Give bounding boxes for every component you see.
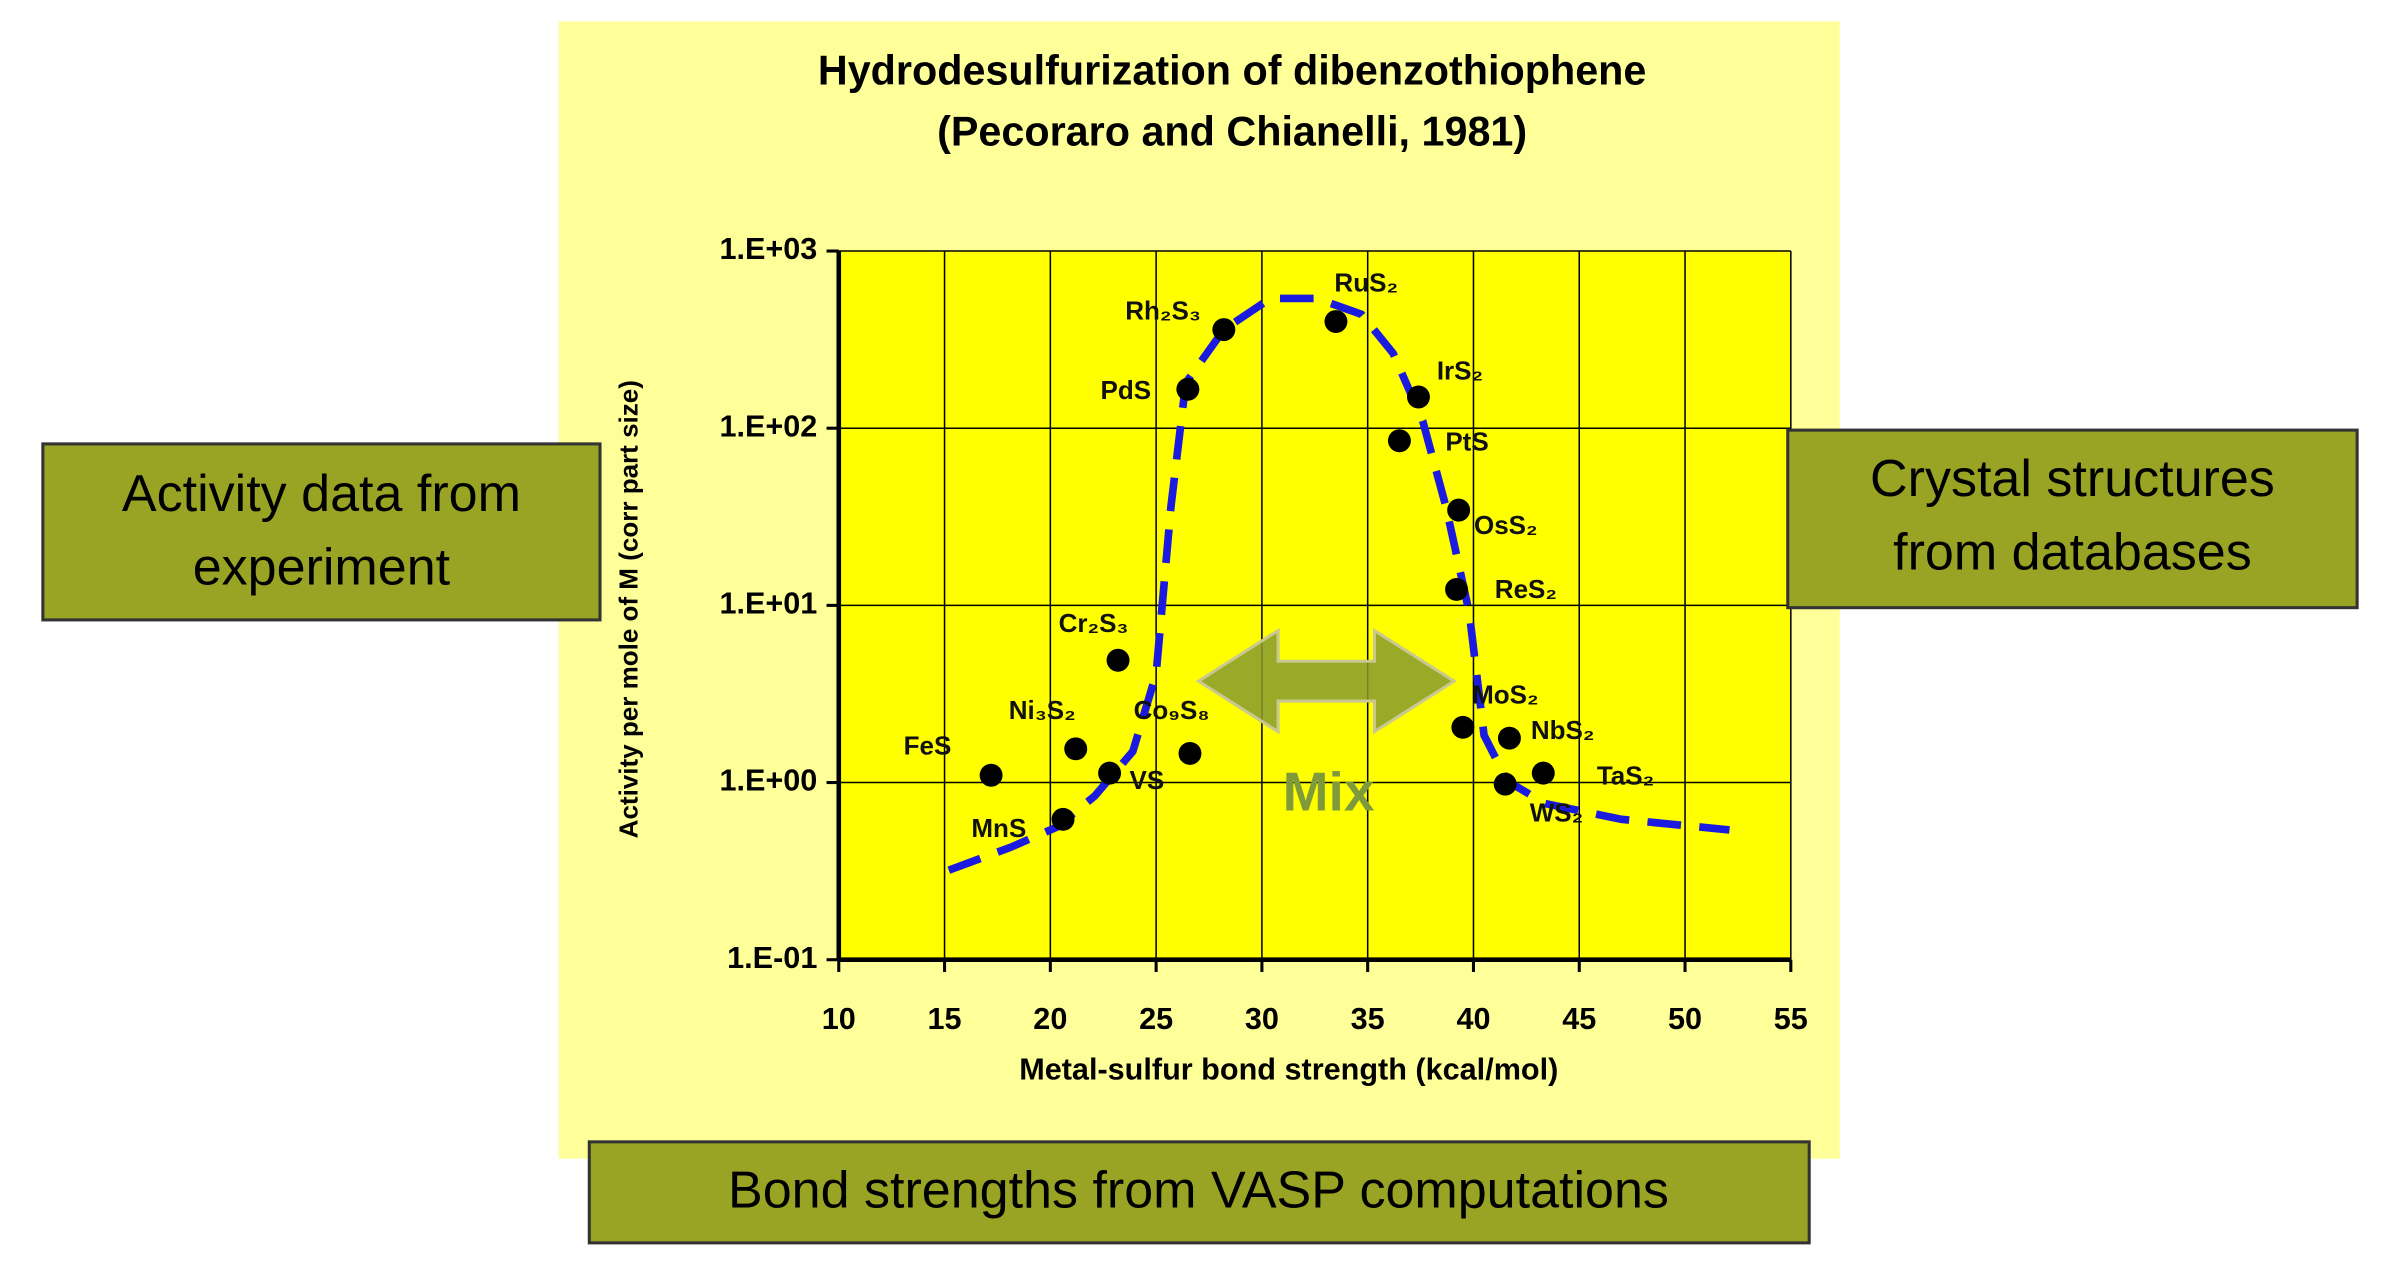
x-tick-label: 10	[822, 1002, 856, 1036]
x-tick-label: 15	[928, 1002, 962, 1036]
data-point	[1324, 310, 1348, 334]
x-tick-label: 30	[1245, 1002, 1279, 1036]
y-axis-label: Activity per mole of M (corr part size)	[613, 380, 643, 838]
mix-label: Mix	[1283, 761, 1375, 823]
data-point	[1447, 498, 1471, 522]
x-tick-label: 35	[1351, 1002, 1385, 1036]
data-point	[1387, 429, 1411, 453]
x-tick-label: 40	[1456, 1002, 1490, 1036]
data-point	[1064, 737, 1088, 761]
right-box-line: Crystal structures	[1870, 450, 2275, 508]
y-tick-label: 1.E-01	[727, 941, 817, 975]
chart-subtitle: (Pecoraro and Chianelli, 1981)	[937, 109, 1527, 155]
y-tick-label: 1.E+02	[719, 409, 817, 443]
y-tick-label: 1.E+01	[719, 586, 817, 620]
mix-arrow	[1195, 627, 1457, 735]
data-point	[1178, 741, 1202, 765]
point-label: TaS₂	[1597, 761, 1654, 791]
point-label: PtS	[1445, 427, 1488, 457]
data-point	[1051, 807, 1075, 831]
data-point	[1497, 726, 1521, 750]
data-point	[1445, 577, 1469, 601]
data-point	[979, 763, 1003, 787]
x-tick-label: 45	[1562, 1002, 1596, 1036]
point-label: FeS	[904, 731, 952, 761]
y-tick-label: 1.E+00	[719, 764, 817, 798]
data-point	[1451, 715, 1475, 739]
point-label: IrS₂	[1437, 355, 1483, 385]
right-box-line: from databases	[1893, 523, 2252, 581]
data-point	[1098, 761, 1122, 785]
data-point	[1106, 648, 1130, 672]
bottom-box	[587, 1140, 1811, 1245]
chart-title: Hydrodesulfurization of dibenzothiophene	[818, 47, 1647, 93]
right-box	[1786, 428, 2359, 610]
x-tick-label: 20	[1033, 1002, 1067, 1036]
y-tick-label: 1.E+03	[719, 232, 817, 266]
point-label: Co₉S₈	[1134, 695, 1210, 725]
point-label: ReS₂	[1495, 574, 1557, 604]
point-label: PdS	[1101, 375, 1152, 405]
point-label: Rh₂S₃	[1125, 296, 1201, 326]
point-label: NbS₂	[1531, 715, 1595, 745]
x-tick-label: 55	[1774, 1002, 1808, 1036]
point-label: MoS₂	[1472, 680, 1538, 710]
data-point	[1531, 761, 1555, 785]
data-point	[1493, 772, 1517, 796]
point-label: VS	[1129, 765, 1164, 795]
data-point	[1212, 318, 1236, 342]
bottom-box-line: Bond strengths from VASP computations	[728, 1162, 1669, 1220]
x-axis-label: Metal-sulfur bond strength (kcal/mol)	[1019, 1053, 1558, 1087]
point-label: Cr₂S₃	[1059, 608, 1129, 638]
left-box-line: experiment	[193, 539, 451, 597]
left-box	[41, 442, 602, 622]
marks: FeS MnS Ni₃S₂ VS Cr₂S₃ Co₉S₈ PdS Rh₂S₃ RuS₂ IrS₂ P…	[904, 268, 1730, 874]
point-label: OsS₂	[1474, 510, 1538, 540]
point-label: Ni₃S₂	[1009, 695, 1076, 725]
double-arrow	[1195, 627, 1457, 735]
point-label: WS₂	[1530, 798, 1583, 828]
x-tick-label: 50	[1668, 1002, 1702, 1036]
data-point	[1176, 377, 1200, 401]
left-box-line: Activity data from	[122, 465, 521, 523]
data-point	[1406, 385, 1430, 409]
x-tick-label: 25	[1139, 1002, 1173, 1036]
point-label: MnS	[971, 813, 1026, 843]
point-label: RuS₂	[1334, 268, 1398, 298]
